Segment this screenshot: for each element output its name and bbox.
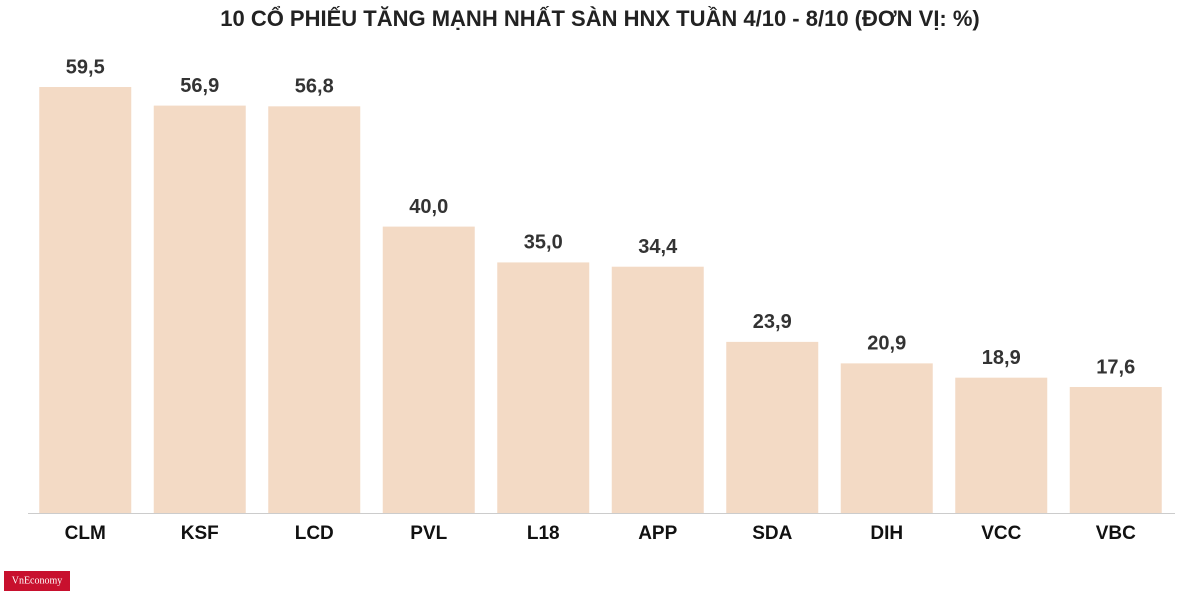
value-label: 23,9 xyxy=(753,311,792,333)
value-label: 20,9 xyxy=(867,333,906,355)
value-label: 56,9 xyxy=(180,75,219,97)
x-tick-label: CLM xyxy=(65,523,106,544)
x-tick-label: VCC xyxy=(981,523,1021,544)
value-label: 59,5 xyxy=(66,56,105,78)
bar xyxy=(955,377,1048,513)
bar xyxy=(153,105,246,514)
bar xyxy=(39,87,132,513)
bar xyxy=(497,262,590,513)
bar xyxy=(726,341,819,513)
value-label: 56,8 xyxy=(295,76,334,98)
x-tick-label: VBC xyxy=(1096,523,1136,544)
x-tick-label: L18 xyxy=(527,523,560,544)
bar xyxy=(1069,386,1162,513)
x-tick-label: LCD xyxy=(295,523,334,544)
bar xyxy=(840,363,933,513)
x-tick-label: KSF xyxy=(181,523,219,544)
x-tick-label: SDA xyxy=(752,523,792,544)
logo-box xyxy=(4,571,70,591)
bar xyxy=(268,106,361,514)
bar xyxy=(611,266,704,513)
chart-title: 10 CỔ PHIẾU TĂNG MẠNH NHẤT SÀN HNX TUẦN … xyxy=(220,6,980,31)
value-label: 35,0 xyxy=(524,232,563,254)
value-label: 34,4 xyxy=(638,236,678,258)
x-tick-label: DIH xyxy=(870,523,903,544)
x-tick-label: PVL xyxy=(410,523,447,544)
x-tick-label: APP xyxy=(638,523,677,544)
value-label: 40,0 xyxy=(409,196,448,218)
bar xyxy=(382,226,475,513)
value-label: 18,9 xyxy=(982,347,1021,369)
value-label: 17,6 xyxy=(1096,356,1135,378)
logo: VnEconomy xyxy=(12,575,63,586)
